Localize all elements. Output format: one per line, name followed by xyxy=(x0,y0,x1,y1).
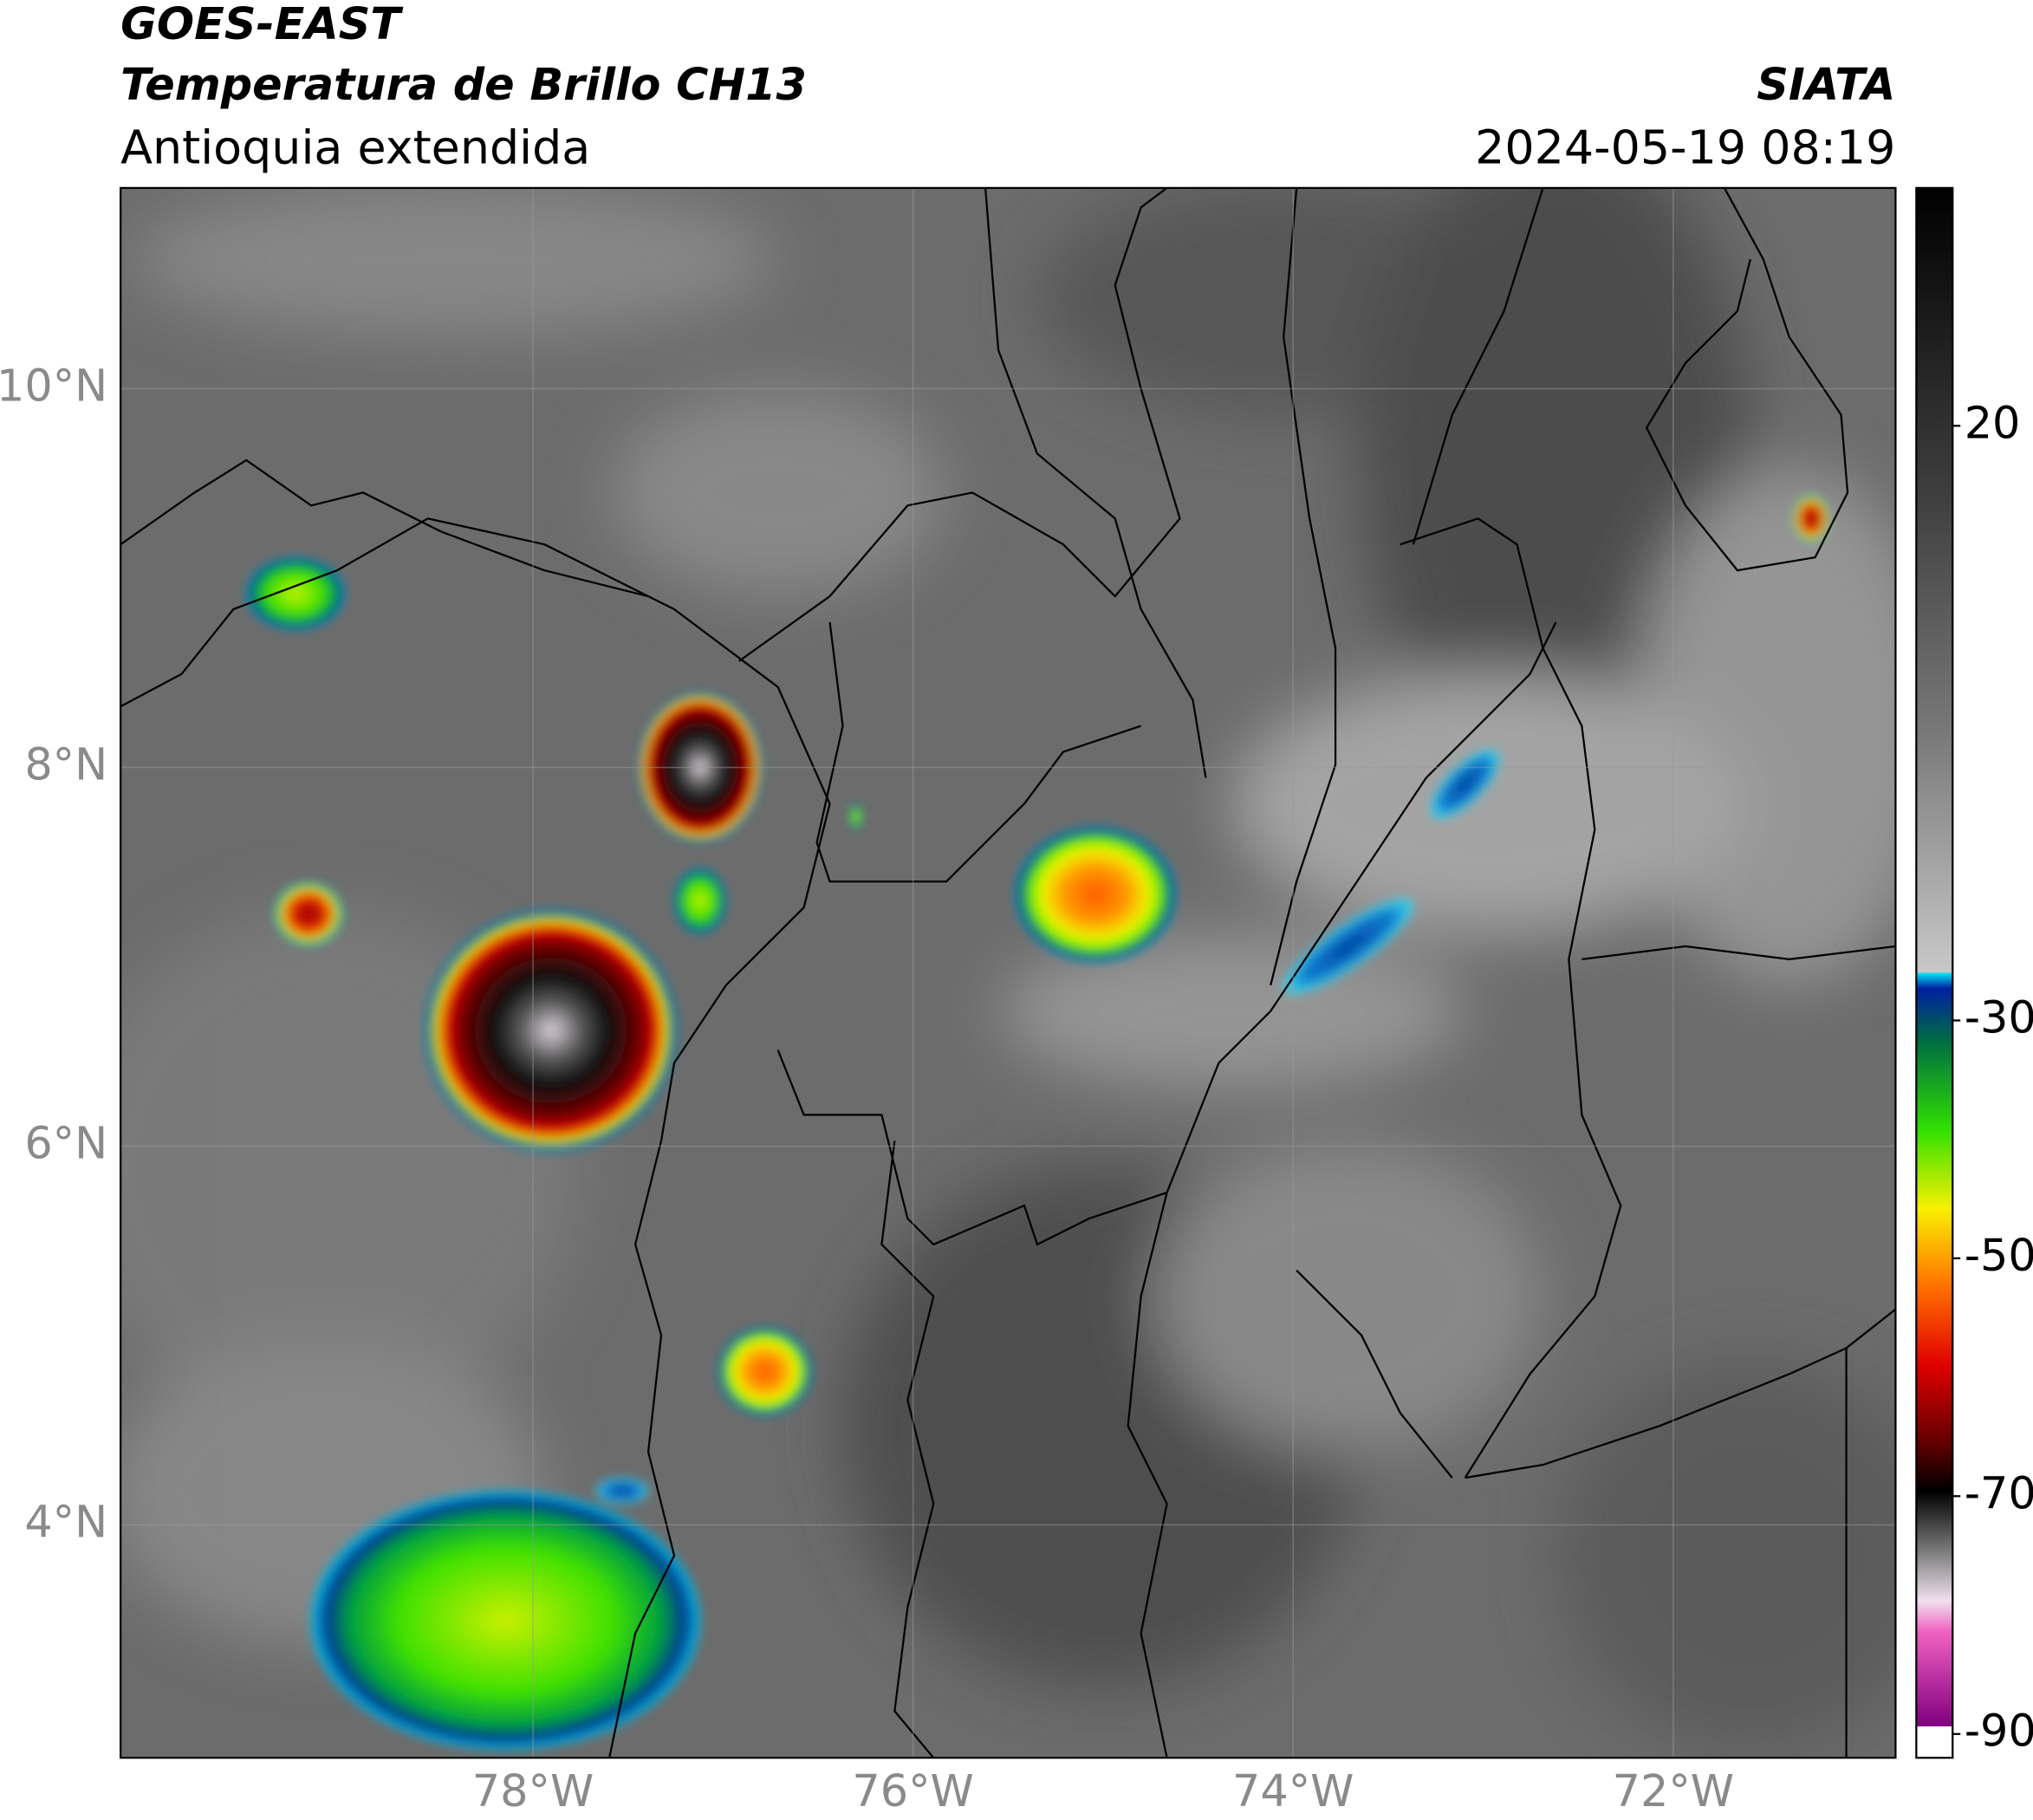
satellite-title: GOES-EAST xyxy=(120,0,404,49)
lat-tick-label: 6°N xyxy=(24,1117,107,1168)
product-title: Temperatura de Brillo CH13 xyxy=(120,59,807,110)
colorbar-tick-label: -90 xyxy=(1965,1706,2033,1757)
colorbar xyxy=(1915,186,1954,1759)
colorbar-tick-label: -70 xyxy=(1965,1467,2033,1518)
colorbar-tick-label: 20 xyxy=(1965,397,2021,448)
grid xyxy=(120,187,1896,1758)
lat-tick-label: 10°N xyxy=(0,360,107,411)
lat-tick-label: 4°N xyxy=(24,1496,107,1547)
source-label: SIATA xyxy=(1757,59,1895,110)
borders xyxy=(120,187,1896,1758)
lon-tick-label: 78°W xyxy=(472,1765,594,1817)
lat-tick-label: 8°N xyxy=(24,738,107,790)
region-title: Antioquia extendida xyxy=(120,120,590,174)
colorbar-tick-label: -50 xyxy=(1965,1230,2033,1281)
satellite-image xyxy=(120,187,1896,1758)
datetime-label: 2024-05-19 08:19 xyxy=(1475,120,1895,174)
lon-tick-label: 74°W xyxy=(1232,1765,1354,1817)
lon-tick-label: 72°W xyxy=(1613,1765,1734,1817)
lon-tick-label: 76°W xyxy=(852,1765,973,1817)
colorbar-tick-label: -30 xyxy=(1965,991,2033,1043)
map-frame xyxy=(120,186,1897,1759)
